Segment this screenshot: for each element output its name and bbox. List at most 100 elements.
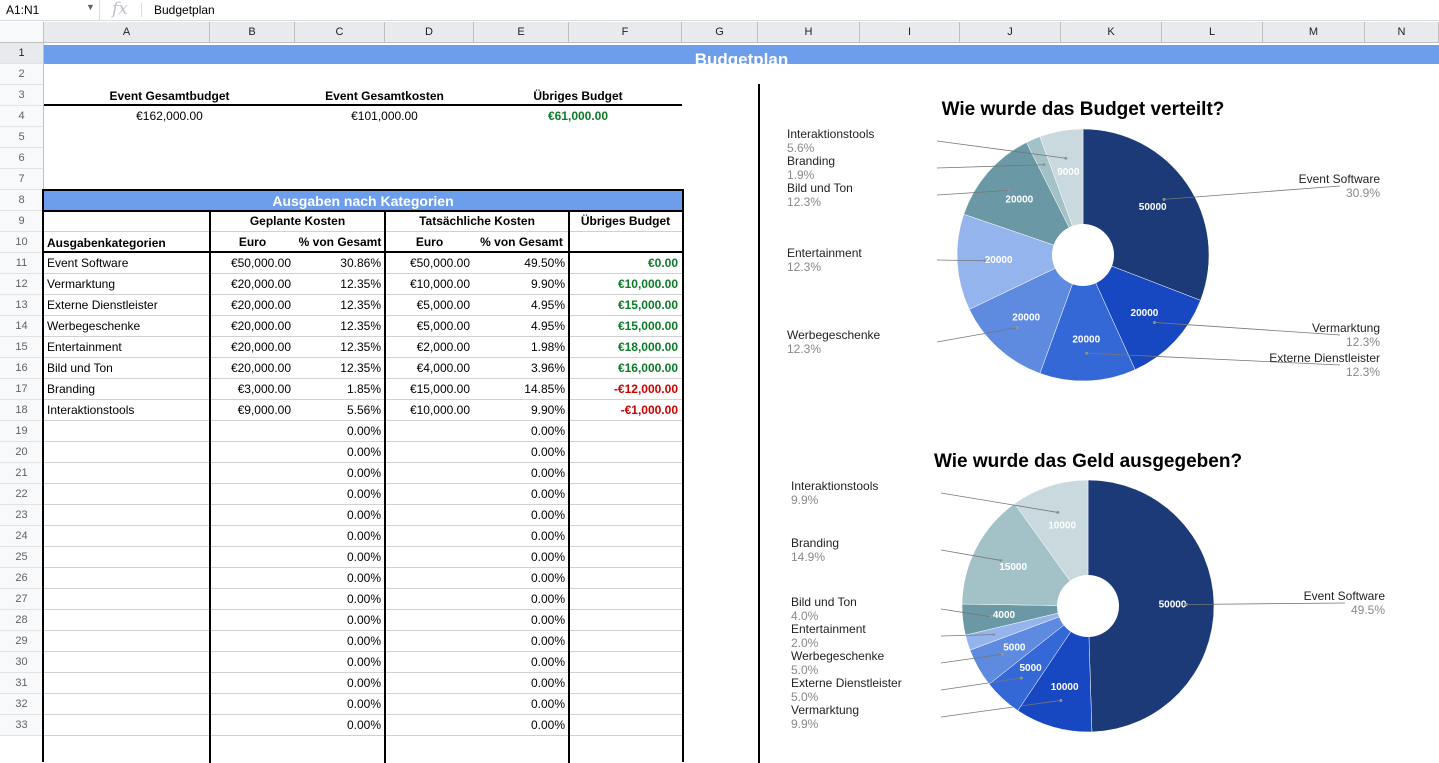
pct-cell[interactable]: 0.00% [346,613,381,627]
category-cell[interactable]: Vermarktung [47,277,116,291]
row-header-5[interactable]: 5 [0,127,44,148]
value-cell[interactable]: 3.96% [530,361,565,375]
row-header-8[interactable]: 8 [0,190,44,211]
pct-cell[interactable]: 0.00% [530,613,565,627]
value-cell[interactable]: €16,000.00 [617,361,678,375]
value-cell[interactable]: 12.35% [340,340,381,354]
pct-cell[interactable]: 0.00% [346,592,381,606]
value-cell[interactable]: 12.35% [340,277,381,291]
value-cell[interactable]: €3,000.00 [237,382,291,396]
row-header-22[interactable]: 22 [0,484,44,505]
value-cell[interactable]: -€12,000.00 [613,382,678,396]
column-header-k[interactable]: K [1061,22,1162,43]
value-cell[interactable]: €18,000.00 [617,340,678,354]
column-header-m[interactable]: M [1263,22,1365,43]
value-cell[interactable]: €15,000.00 [617,298,678,312]
pct-cell[interactable]: 0.00% [530,508,565,522]
pct-cell[interactable]: 0.00% [346,445,381,459]
value-cell[interactable]: 9.90% [530,403,565,417]
row-header-15[interactable]: 15 [0,337,44,358]
pct-cell[interactable]: 0.00% [530,655,565,669]
row-header-30[interactable]: 30 [0,652,44,673]
pct-cell[interactable]: 0.00% [530,424,565,438]
column-header-e[interactable]: E [474,22,569,43]
category-cell[interactable]: Externe Dienstleister [47,298,158,312]
row-header-18[interactable]: 18 [0,400,44,421]
value-cell[interactable]: 5.56% [346,403,381,417]
value-cell[interactable]: 4.95% [530,298,565,312]
category-cell[interactable]: Branding [47,382,96,396]
value-cell[interactable]: €50,000.00 [230,256,291,270]
pct-cell[interactable]: 0.00% [346,655,381,669]
value-cell[interactable]: €5,000.00 [416,319,470,333]
row-header-19[interactable]: 19 [0,421,44,442]
row-header-17[interactable]: 17 [0,379,44,400]
row-header-16[interactable]: 16 [0,358,44,379]
row-header-33[interactable]: 33 [0,715,44,736]
value-cell[interactable]: €4,000.00 [416,361,470,375]
pct-cell[interactable]: 0.00% [530,592,565,606]
value-cell[interactable]: €20,000.00 [230,361,291,375]
column-header-b[interactable]: B [210,22,295,43]
pct-cell[interactable]: 0.00% [346,676,381,690]
pct-cell[interactable]: 0.00% [530,487,565,501]
value-cell[interactable]: €10,000.00 [409,277,470,291]
row-header-20[interactable]: 20 [0,442,44,463]
value-cell[interactable]: 9.90% [530,277,565,291]
row-header-12[interactable]: 12 [0,274,44,295]
pct-cell[interactable]: 0.00% [346,424,381,438]
column-header-n[interactable]: N [1365,22,1439,43]
pct-cell[interactable]: 0.00% [530,550,565,564]
value-cell[interactable]: €50,000.00 [409,256,470,270]
value-cell[interactable]: 12.35% [340,319,381,333]
chevron-down-icon[interactable]: ▼ [86,2,95,12]
pct-cell[interactable]: 0.00% [346,508,381,522]
value-cell[interactable]: 30.86% [340,256,381,270]
column-header-g[interactable]: G [682,22,758,43]
category-cell[interactable]: Entertainment [47,340,122,354]
row-header-23[interactable]: 23 [0,505,44,526]
row-header-4[interactable]: 4 [0,106,44,127]
pct-cell[interactable]: 0.00% [530,718,565,732]
select-all-corner[interactable] [0,22,44,43]
pct-cell[interactable]: 0.00% [530,445,565,459]
value-cell[interactable]: €10,000.00 [617,277,678,291]
value-cell[interactable]: €20,000.00 [230,319,291,333]
pct-cell[interactable]: 0.00% [530,529,565,543]
value-cell[interactable]: €10,000.00 [409,403,470,417]
row-header-11[interactable]: 11 [0,253,44,274]
row-header-13[interactable]: 13 [0,295,44,316]
row-header-7[interactable]: 7 [0,169,44,190]
value-cell[interactable]: 14.85% [524,382,565,396]
row-header-29[interactable]: 29 [0,631,44,652]
value-cell[interactable]: -€1,000.00 [620,403,678,417]
value-cell[interactable]: €20,000.00 [230,277,291,291]
value-cell[interactable]: €20,000.00 [230,298,291,312]
column-header-i[interactable]: I [860,22,960,43]
row-header-1[interactable]: 1 [0,43,44,64]
pct-cell[interactable]: 0.00% [530,697,565,711]
column-header-a[interactable]: A [44,22,210,43]
value-cell[interactable]: €20,000.00 [230,340,291,354]
name-box[interactable]: A1:N1 ▼ [0,0,100,20]
row-header-10[interactable]: 10 [0,232,44,253]
row-header-24[interactable]: 24 [0,526,44,547]
column-header-j[interactable]: J [960,22,1061,43]
row-header-26[interactable]: 26 [0,568,44,589]
value-cell[interactable]: 1.98% [530,340,565,354]
pct-cell[interactable]: 0.00% [346,550,381,564]
value-cell[interactable]: 12.35% [340,298,381,312]
column-header-l[interactable]: L [1162,22,1263,43]
row-header-6[interactable]: 6 [0,148,44,169]
pct-cell[interactable]: 0.00% [346,634,381,648]
pct-cell[interactable]: 0.00% [346,697,381,711]
column-header-f[interactable]: F [569,22,682,43]
row-header-14[interactable]: 14 [0,316,44,337]
pct-cell[interactable]: 0.00% [346,718,381,732]
value-cell[interactable]: 4.95% [530,319,565,333]
value-cell[interactable]: 1.85% [346,382,381,396]
pct-cell[interactable]: 0.00% [530,466,565,480]
value-cell[interactable]: €0.00 [647,256,678,270]
row-header-2[interactable]: 2 [0,64,44,85]
category-cell[interactable]: Bild und Ton [47,361,113,375]
